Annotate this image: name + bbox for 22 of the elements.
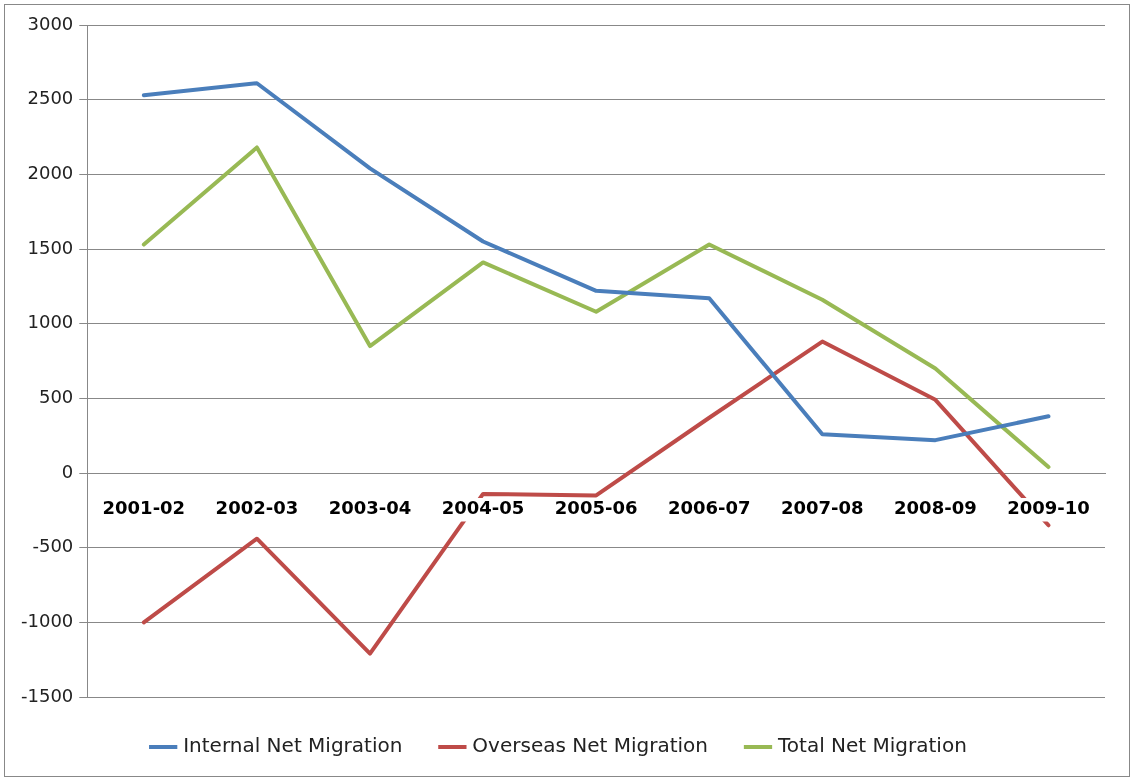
y-tick-label: 2500 xyxy=(27,87,74,109)
y-tick-label: 3000 xyxy=(27,12,74,34)
x-tick-label: 2003-04 xyxy=(328,497,412,519)
x-tick-label: 2005-06 xyxy=(554,497,638,519)
x-tick-label: 2004-05 xyxy=(441,497,525,519)
y-tick-label: 2000 xyxy=(27,162,74,184)
legend-label: Overseas Net Migration xyxy=(472,733,708,758)
y-tick-label: 1500 xyxy=(27,236,74,258)
y-tick-label: -1000 xyxy=(20,610,74,632)
y-tick-label: -500 xyxy=(32,535,74,557)
x-tick-label: 2001-02 xyxy=(102,497,186,519)
y-tick-label: -1500 xyxy=(20,684,74,706)
x-tick-label: 2006-07 xyxy=(667,497,751,519)
y-tick-label: 500 xyxy=(38,386,74,408)
y-tick-label: 0 xyxy=(61,460,74,482)
x-tick-label: 2007-08 xyxy=(780,497,864,519)
x-tick-label: 2009-10 xyxy=(1007,497,1090,519)
x-tick-label: 2008-09 xyxy=(894,497,977,519)
y-tick-label: 1000 xyxy=(27,311,74,333)
x-tick-label: 2002-03 xyxy=(215,497,299,519)
legend-label: Total Net Migration xyxy=(777,733,967,758)
legend-label: Internal Net Migration xyxy=(183,733,403,758)
